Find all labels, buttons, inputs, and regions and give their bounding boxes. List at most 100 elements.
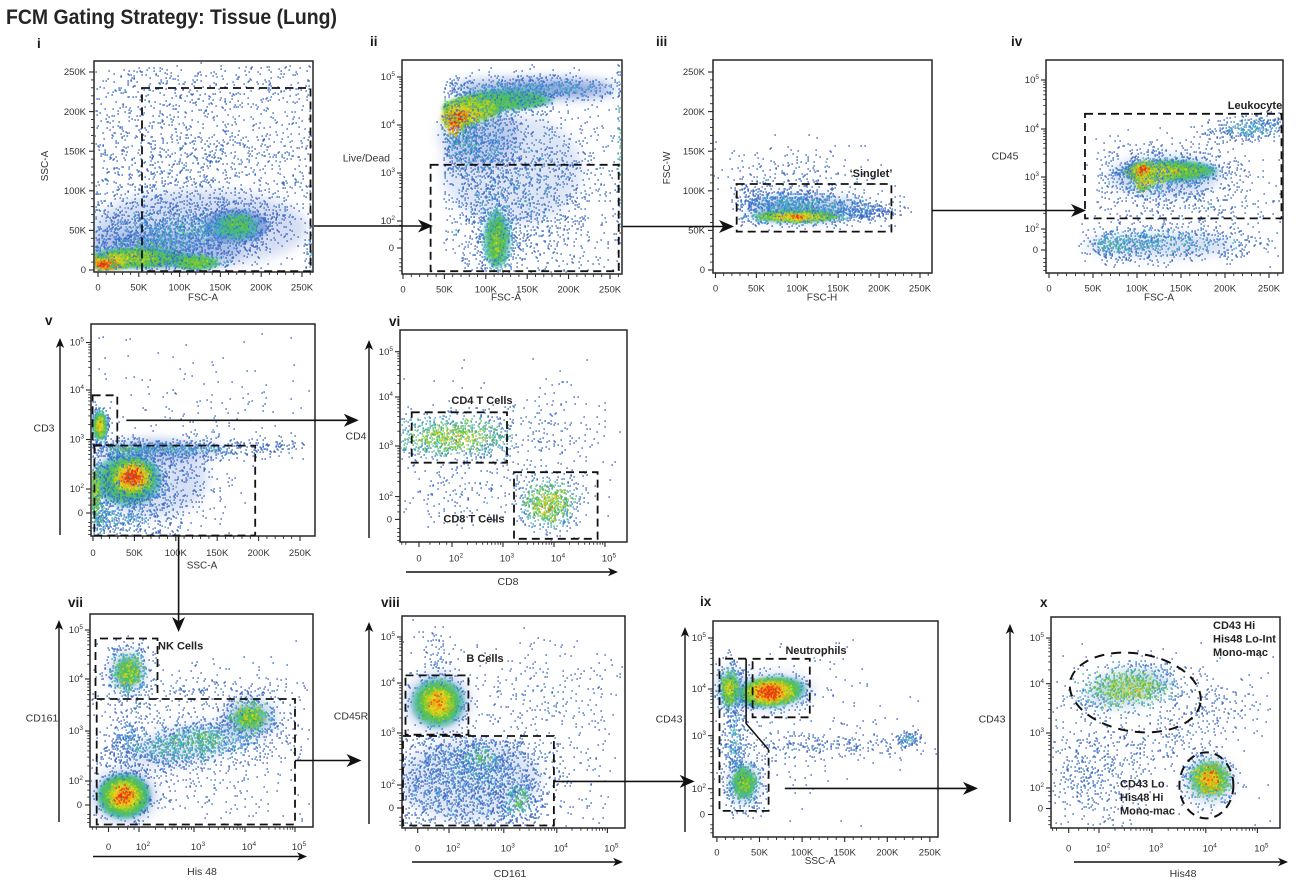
svg-text:CD43: CD43 bbox=[979, 714, 1006, 726]
svg-text:104: 104 bbox=[69, 673, 84, 685]
svg-text:ix: ix bbox=[700, 594, 712, 609]
svg-text:0: 0 bbox=[387, 515, 392, 526]
svg-text:200K: 200K bbox=[876, 848, 899, 859]
svg-text:0: 0 bbox=[389, 243, 394, 254]
svg-text:250K: 250K bbox=[909, 284, 932, 295]
svg-text:104: 104 bbox=[381, 677, 396, 689]
svg-text:0: 0 bbox=[1033, 245, 1038, 256]
svg-text:105: 105 bbox=[602, 553, 617, 565]
svg-text:100K: 100K bbox=[683, 186, 706, 197]
svg-text:0: 0 bbox=[389, 803, 394, 814]
svg-text:150K: 150K bbox=[683, 146, 706, 157]
svg-text:0: 0 bbox=[1066, 844, 1071, 855]
svg-text:100K: 100K bbox=[169, 283, 192, 294]
svg-text:250K: 250K bbox=[683, 67, 706, 78]
svg-text:100K: 100K bbox=[165, 548, 188, 559]
svg-text:CD45R: CD45R bbox=[334, 711, 369, 723]
svg-text:0: 0 bbox=[700, 265, 705, 276]
svg-text:SSC-A: SSC-A bbox=[805, 856, 836, 867]
svg-text:104: 104 bbox=[1030, 678, 1045, 690]
svg-text:CD8: CD8 bbox=[497, 576, 518, 588]
svg-text:100K: 100K bbox=[64, 186, 87, 197]
svg-text:250K: 250K bbox=[919, 848, 942, 859]
svg-text:105: 105 bbox=[1025, 74, 1040, 86]
svg-text:102: 102 bbox=[1030, 782, 1045, 794]
svg-text:103: 103 bbox=[1149, 843, 1164, 855]
svg-text:102: 102 bbox=[1025, 223, 1040, 235]
svg-text:0: 0 bbox=[400, 285, 405, 296]
svg-text:103: 103 bbox=[191, 841, 206, 853]
svg-text:‘Singlet’: ‘Singlet’ bbox=[850, 168, 893, 180]
svg-text:105: 105 bbox=[1254, 843, 1269, 855]
svg-text:0: 0 bbox=[714, 848, 719, 859]
svg-text:250K: 250K bbox=[289, 548, 312, 559]
svg-text:104: 104 bbox=[692, 683, 707, 695]
svg-text:iii: iii bbox=[656, 34, 667, 49]
svg-text:0: 0 bbox=[95, 283, 100, 294]
svg-text:0: 0 bbox=[106, 842, 111, 853]
svg-text:102: 102 bbox=[69, 775, 84, 787]
svg-text:His 48: His 48 bbox=[187, 866, 217, 878]
svg-text:50K: 50K bbox=[688, 226, 706, 237]
svg-text:50K: 50K bbox=[751, 848, 769, 859]
svg-text:103: 103 bbox=[692, 730, 707, 742]
svg-text:104: 104 bbox=[381, 119, 396, 131]
svg-text:105: 105 bbox=[69, 624, 84, 636]
svg-text:103: 103 bbox=[1025, 171, 1040, 183]
svg-text:150K: 150K bbox=[64, 146, 87, 157]
svg-text:50K: 50K bbox=[69, 226, 87, 237]
svg-text:50K: 50K bbox=[130, 283, 148, 294]
svg-text:50K: 50K bbox=[1085, 284, 1103, 295]
svg-text:250K: 250K bbox=[1258, 284, 1281, 295]
svg-text:ii: ii bbox=[370, 34, 378, 49]
svg-text:FSC-A: FSC-A bbox=[491, 293, 521, 304]
svg-text:0: 0 bbox=[77, 800, 82, 811]
svg-text:102: 102 bbox=[381, 779, 396, 791]
svg-text:104: 104 bbox=[554, 843, 569, 855]
svg-text:104: 104 bbox=[379, 391, 394, 403]
svg-text:102: 102 bbox=[70, 483, 85, 495]
svg-text:His48 Hi: His48 Hi bbox=[1120, 792, 1163, 804]
svg-text:0: 0 bbox=[78, 508, 83, 519]
svg-text:200K: 200K bbox=[683, 107, 706, 118]
svg-text:FCM Gating Strategy: Tissue (L: FCM Gating Strategy: Tissue (Lung) bbox=[6, 6, 337, 29]
svg-text:105: 105 bbox=[1030, 632, 1045, 644]
svg-text:SSC-A: SSC-A bbox=[187, 561, 218, 572]
svg-text:100K: 100K bbox=[786, 284, 809, 295]
svg-text:200K: 200K bbox=[248, 548, 271, 559]
svg-text:iv: iv bbox=[1011, 34, 1023, 49]
svg-text:NK Cells: NK Cells bbox=[158, 641, 203, 653]
svg-text:105: 105 bbox=[292, 841, 307, 853]
svg-text:103: 103 bbox=[381, 727, 396, 739]
svg-text:104: 104 bbox=[70, 384, 85, 396]
svg-text:104: 104 bbox=[1203, 843, 1218, 855]
svg-text:102: 102 bbox=[379, 491, 394, 503]
svg-text:0: 0 bbox=[1038, 804, 1043, 815]
svg-text:103: 103 bbox=[1030, 727, 1045, 739]
svg-text:Mono-mac: Mono-mac bbox=[1213, 647, 1268, 659]
svg-text:103: 103 bbox=[501, 843, 516, 855]
svg-text:200K: 200K bbox=[868, 284, 891, 295]
svg-text:FSC-H: FSC-H bbox=[807, 293, 838, 304]
svg-text:CD43 Lo: CD43 Lo bbox=[1120, 779, 1165, 791]
svg-text:103: 103 bbox=[70, 434, 85, 446]
svg-text:103: 103 bbox=[381, 167, 396, 179]
svg-text:0: 0 bbox=[416, 554, 421, 565]
svg-text:x: x bbox=[1040, 595, 1048, 610]
svg-text:His48 Lo-Int: His48 Lo-Int bbox=[1213, 634, 1276, 646]
svg-text:150K: 150K bbox=[827, 284, 850, 295]
svg-text:Live/Dead: Live/Dead bbox=[343, 153, 390, 165]
svg-text:105: 105 bbox=[604, 843, 619, 855]
svg-text:102: 102 bbox=[692, 783, 707, 795]
svg-text:100K: 100K bbox=[791, 848, 814, 859]
svg-text:200K: 200K bbox=[250, 283, 273, 294]
svg-text:102: 102 bbox=[1096, 843, 1111, 855]
svg-text:i: i bbox=[37, 36, 41, 51]
svg-text:104: 104 bbox=[242, 841, 257, 853]
svg-text:CD3: CD3 bbox=[33, 423, 54, 435]
svg-text:102: 102 bbox=[136, 841, 151, 853]
svg-text:CD43 Hi: CD43 Hi bbox=[1213, 620, 1255, 632]
svg-text:103: 103 bbox=[69, 725, 84, 737]
svg-text:CD4 T Cells: CD4 T Cells bbox=[451, 395, 512, 407]
svg-text:250K: 250K bbox=[599, 285, 622, 296]
